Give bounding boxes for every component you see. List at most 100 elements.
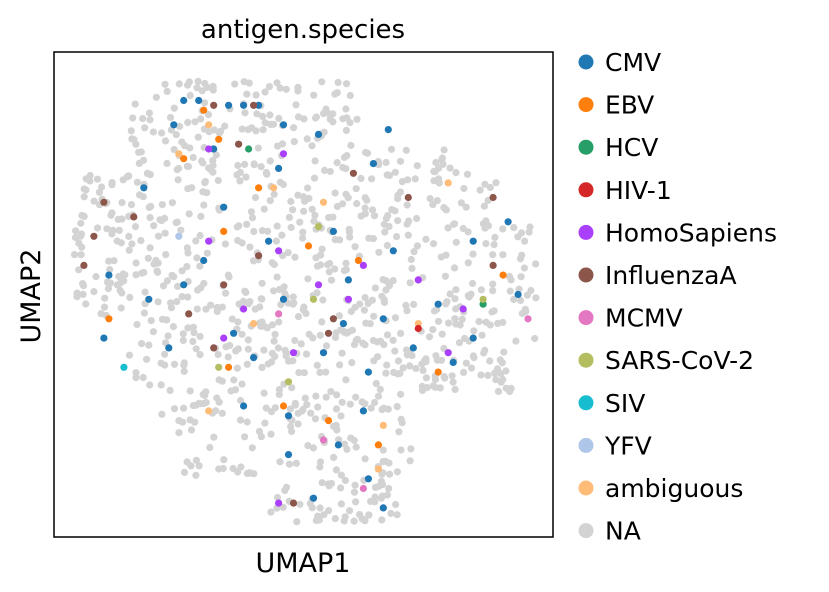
na-point (380, 341, 388, 349)
na-point (180, 367, 188, 375)
na-point (200, 201, 208, 209)
na-point (481, 180, 489, 188)
na-point (413, 242, 421, 250)
na-point (243, 360, 251, 368)
na-point (270, 260, 278, 269)
na-point (342, 126, 350, 134)
na-point (282, 349, 290, 357)
na-point (309, 444, 317, 452)
na-point (275, 114, 283, 122)
na-point (342, 376, 350, 384)
na-point (484, 371, 492, 379)
na-point (291, 336, 299, 345)
point-cmv (140, 184, 148, 192)
point-ebv (220, 227, 228, 235)
na-point (235, 222, 243, 230)
na-point (174, 282, 182, 290)
na-point (480, 202, 488, 210)
na-point (280, 283, 288, 291)
na-point (482, 318, 490, 326)
na-point (337, 484, 345, 492)
na-point (478, 331, 486, 339)
legend-marker-na (578, 523, 594, 539)
na-point (348, 326, 356, 334)
na-point (215, 129, 223, 137)
na-point (460, 184, 468, 193)
na-point (100, 303, 109, 311)
point-cmv (210, 145, 218, 153)
point-cmv (284, 412, 293, 420)
na-point (170, 405, 179, 413)
na-point (202, 398, 210, 407)
na-point (493, 365, 501, 373)
na-point (381, 457, 389, 465)
na-point (115, 272, 123, 281)
na-point (244, 336, 252, 344)
na-point (273, 273, 281, 281)
point-cmv (379, 504, 387, 512)
na-point (325, 482, 333, 490)
na-point (321, 166, 329, 174)
na-point (70, 251, 79, 259)
point-homosapiens (289, 349, 298, 357)
na-point (441, 374, 449, 382)
na-point (260, 205, 268, 213)
na-point (169, 323, 177, 331)
na-point (374, 392, 383, 400)
na-point (350, 436, 358, 444)
na-point (270, 190, 278, 198)
point-sars-cov-2 (314, 223, 323, 231)
na-point (185, 78, 193, 86)
na-point (481, 224, 489, 232)
point-cmv (265, 237, 273, 245)
na-point (82, 175, 90, 183)
na-point (194, 77, 202, 85)
na-point (258, 363, 266, 371)
point-ebv (279, 402, 288, 410)
na-point (292, 101, 300, 109)
na-point (450, 220, 459, 228)
na-point (294, 191, 302, 199)
na-point (170, 104, 178, 112)
na-point (371, 398, 379, 407)
na-point (248, 444, 256, 452)
na-point (196, 400, 205, 408)
na-point (312, 392, 320, 400)
na-point (179, 418, 187, 426)
na-point (288, 427, 296, 435)
na-point (507, 384, 515, 392)
na-point (305, 330, 313, 338)
na-point (391, 168, 399, 176)
na-point (143, 355, 151, 363)
point-influenzaa (90, 232, 98, 240)
na-point (383, 361, 391, 369)
na-point (144, 254, 152, 262)
na-point (95, 188, 103, 196)
na-point (346, 91, 354, 100)
na-point (331, 515, 339, 523)
na-point (378, 516, 386, 524)
na-point (310, 217, 318, 225)
na-point (406, 362, 414, 370)
na-point (158, 129, 166, 137)
na-point (370, 212, 379, 220)
na-point (499, 251, 507, 259)
na-point (214, 350, 222, 359)
na-point (273, 222, 281, 230)
point-homosapiens (459, 305, 467, 313)
na-point (325, 507, 333, 515)
na-point (259, 126, 267, 134)
na-point (139, 193, 147, 201)
na-point (304, 442, 312, 450)
na-point (336, 361, 344, 369)
na-point (302, 309, 310, 318)
na-point (281, 289, 289, 298)
na-point (332, 405, 341, 413)
na-point (291, 399, 299, 407)
na-point (281, 486, 289, 495)
legend-marker-siv (578, 395, 594, 411)
na-point (126, 293, 134, 301)
na-point (168, 271, 176, 279)
point-influenzaa (130, 213, 138, 221)
na-point (368, 296, 376, 304)
